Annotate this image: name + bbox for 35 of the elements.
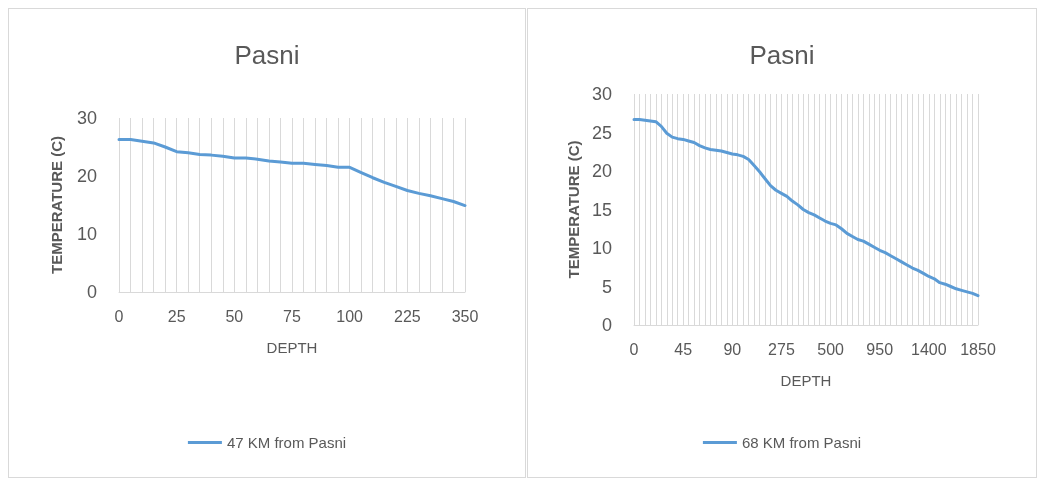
legend-label: 47 KM from Pasni (226, 434, 347, 451)
x-tick-label: 100 (336, 307, 364, 325)
x-tick-label: 350 (451, 307, 479, 325)
y-tick-label: 0 (86, 282, 97, 302)
y-tick-label: 25 (591, 122, 612, 143)
legend-label: 68 KM from Pasni (741, 434, 862, 451)
y-tick-label: 10 (76, 224, 97, 244)
x-tick-label: 25 (167, 307, 186, 325)
x-axis-title: DEPTH (266, 339, 318, 356)
y-tick-label: 30 (591, 84, 612, 104)
x-tick-label: 0 (114, 307, 124, 325)
line-series (632, 117, 980, 298)
chart-title: Pasni (749, 40, 815, 70)
x-tick-label: 950 (866, 340, 894, 358)
x-tick-label: 75 (283, 307, 301, 325)
y-tick-label: 5 (601, 276, 612, 297)
y-tick-label: 20 (591, 161, 612, 181)
y-tick-label: 10 (591, 238, 612, 258)
x-tick-label: 500 (817, 340, 845, 358)
x-tick-label: 90 (723, 340, 742, 358)
y-axis-title: TEMPERATURE (C) (48, 135, 65, 275)
y-tick-label: 30 (76, 108, 97, 128)
x-tick-label: 1400 (911, 340, 947, 358)
x-tick-label: 0 (629, 340, 639, 358)
x-tick-label: 275 (768, 340, 795, 358)
y-tick-label: 20 (76, 166, 97, 186)
x-tick-label: 50 (225, 307, 244, 325)
line-series (117, 137, 467, 208)
x-tick-label: 225 (393, 307, 421, 325)
x-axis-title: DEPTH (780, 372, 832, 389)
y-axis-title: TEMPERATURE (C) (565, 140, 583, 279)
x-tick-label: 45 (674, 340, 693, 358)
x-tick-label: 1850 (960, 340, 996, 358)
chart-title: Pasni (234, 40, 300, 70)
y-tick-label: 15 (591, 199, 612, 220)
